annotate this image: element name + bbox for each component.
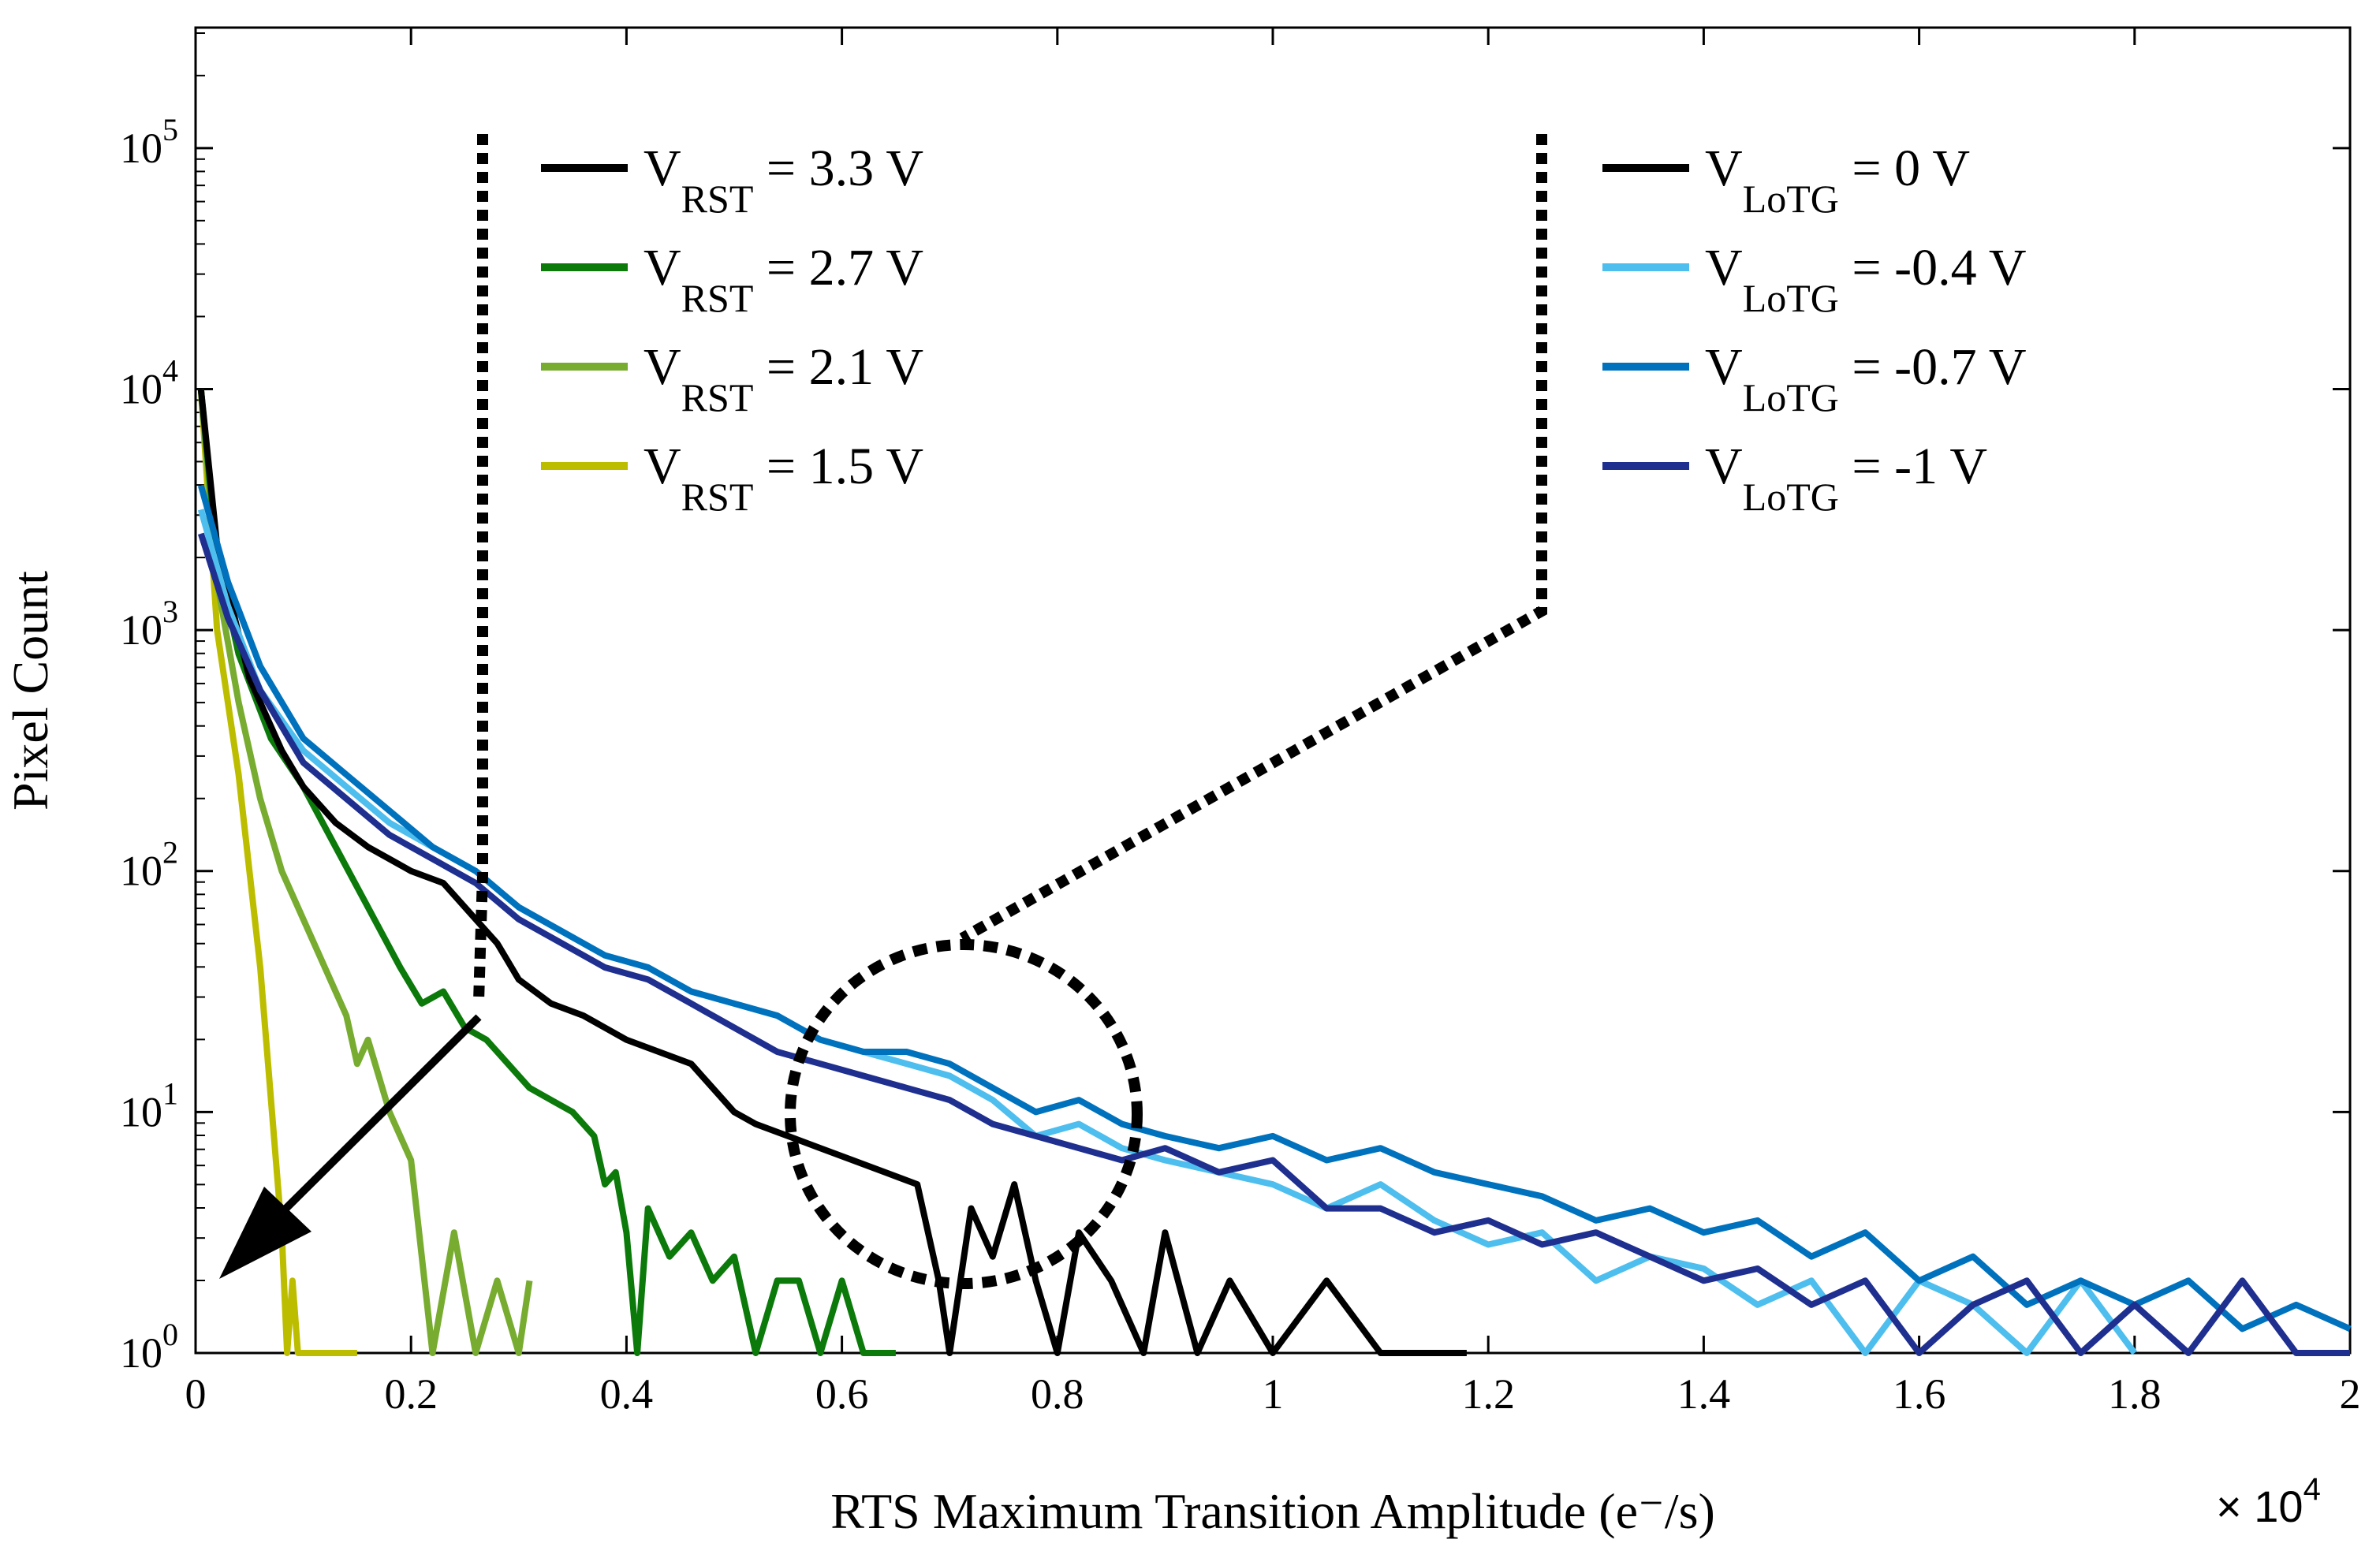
x-tick-label: 0.6	[815, 1370, 869, 1418]
trend-arrow-shaft	[257, 1014, 482, 1237]
series-line-5	[197, 509, 2138, 1356]
legend-entry: VRST = 1.5 V	[643, 438, 923, 519]
zoom-circle	[785, 939, 1143, 1289]
series-line-2	[197, 389, 533, 1356]
x-tick-label: 0	[185, 1370, 207, 1418]
legend: VRST = 3.3 V VRST = 2.7 V VRST = 2.1 V VRST…	[541, 140, 2027, 519]
legend-entry: VRST = 2.7 V	[643, 239, 923, 320]
x-tick-label: 0.4	[600, 1370, 654, 1418]
x-tick-label: 0.2	[384, 1370, 438, 1418]
plot-frame	[194, 26, 2352, 1355]
x-tick-group: 0 0.2 0.4 0.6 0.8 1 1.2 1.4 1.6 1.8 2	[185, 28, 2361, 1418]
annotations	[219, 134, 1547, 1289]
x-tick-label: 1.6	[1893, 1370, 1946, 1418]
series-line-7	[197, 532, 2350, 1356]
zoom-bracket-right	[959, 134, 1547, 944]
legend-entry: VLoTG = 0 V	[1705, 140, 1970, 221]
legend-entry: VLoTG = -0.7 V	[1705, 338, 2027, 419]
legend-entry: VRST = 3.3 V	[643, 140, 923, 221]
series-line-3	[197, 389, 896, 1356]
x-tick-label: 1.2	[1461, 1370, 1515, 1418]
legend-entry: VRST = 2.1 V	[643, 338, 923, 419]
series-line-6	[197, 484, 2352, 1332]
x-axis-label: RTS Maximum Transition Amplitude (e⁻/s)	[830, 1483, 1715, 1539]
y-tick-label: 101	[120, 1075, 178, 1135]
y-tick-label: 102	[120, 835, 178, 895]
series-group	[197, 389, 2352, 1356]
legend-entry: VLoTG = -1 V	[1705, 438, 1987, 519]
y-tick-label: 104	[120, 352, 178, 412]
zoom-bracket-left	[473, 134, 488, 1002]
x-tick-label: 1.4	[1677, 1370, 1731, 1418]
x-tick-label: 1.8	[2108, 1370, 2162, 1418]
x-multiplier: × 104	[2216, 1472, 2321, 1531]
y-tick-label: 103	[120, 594, 178, 654]
y-axis-label: Pixel Count	[2, 571, 58, 811]
x-tick-label: 1	[1263, 1370, 1284, 1418]
y-tick-label: 105	[120, 112, 178, 172]
series-line-1	[197, 389, 357, 1356]
trend-arrow-head	[219, 1187, 311, 1279]
x-tick-label: 0.8	[1031, 1370, 1084, 1418]
x-tick-label: 2	[2340, 1370, 2361, 1418]
y-tick-label: 100	[120, 1317, 178, 1377]
y-tick-group: 100 101 102 103 104 105	[120, 32, 2350, 1377]
series-line-4	[197, 389, 1467, 1356]
legend-entry: VLoTG = -0.4 V	[1705, 239, 2027, 320]
